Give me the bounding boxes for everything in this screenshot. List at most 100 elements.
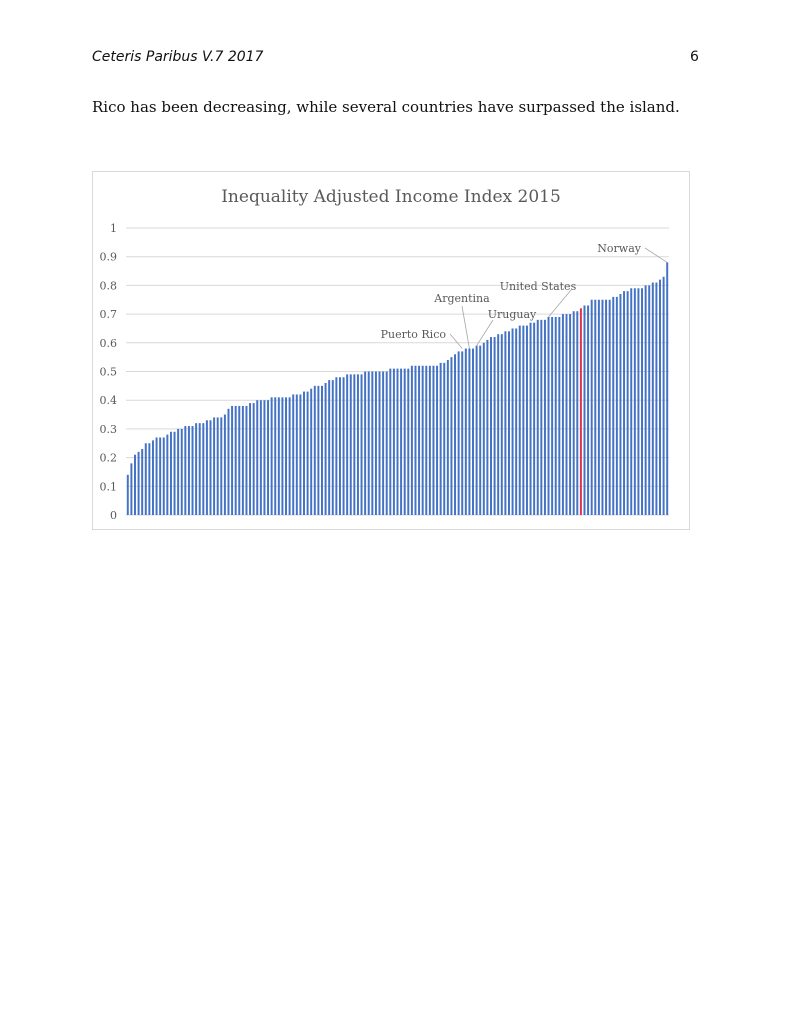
bar <box>641 288 644 515</box>
bar <box>558 316 561 515</box>
bar <box>554 316 557 515</box>
y-tick-label: 0.7 <box>100 308 118 321</box>
bar <box>342 377 345 515</box>
bar <box>162 437 165 515</box>
bar <box>407 368 410 515</box>
bar <box>490 337 492 515</box>
bar <box>382 371 385 515</box>
bar <box>353 374 356 515</box>
annotation-leader-united-states <box>548 289 572 318</box>
bar-chart: Inequality Adjusted Income Index 2015 0 0… <box>100 187 669 522</box>
bar <box>432 365 435 515</box>
bar <box>601 299 604 515</box>
bar <box>256 400 259 515</box>
annotation-label-puerto-rico: Puerto Rico <box>381 328 447 341</box>
bar <box>475 345 478 515</box>
bar <box>547 316 550 515</box>
bar <box>364 371 367 515</box>
bar <box>220 417 223 515</box>
bar <box>263 400 266 515</box>
bar <box>209 420 212 515</box>
bar <box>259 400 262 515</box>
bar <box>356 374 359 515</box>
bar <box>468 348 471 515</box>
bar <box>644 285 647 515</box>
y-tick-label: 0.8 <box>100 279 118 292</box>
bar <box>223 414 226 515</box>
bar <box>148 443 151 515</box>
y-tick-label: 0 <box>110 509 117 522</box>
bar <box>583 305 586 515</box>
bar <box>252 403 255 515</box>
bar <box>134 454 136 515</box>
bar <box>313 385 316 515</box>
bar <box>597 299 600 515</box>
bar <box>274 397 277 515</box>
annotation-leader-norway <box>644 247 668 263</box>
body-paragraph: Rico has been decreasing, while several … <box>92 98 680 116</box>
bar <box>486 339 489 515</box>
bar <box>507 331 510 515</box>
bar <box>414 365 417 515</box>
chart-container: Inequality Adjusted Income Index 2015 0 0… <box>92 171 690 530</box>
bar <box>655 282 658 515</box>
bar <box>306 391 309 515</box>
bar <box>482 342 485 515</box>
bar <box>241 405 244 515</box>
bar <box>504 331 507 515</box>
bar <box>587 305 590 515</box>
annotation-leader-puerto-rico <box>449 333 463 349</box>
bar <box>371 371 374 515</box>
bar <box>626 291 629 515</box>
bar <box>317 385 320 515</box>
bar <box>338 377 341 515</box>
bar <box>540 319 543 515</box>
bar <box>576 311 579 515</box>
bar <box>285 397 288 515</box>
bar <box>608 299 611 515</box>
bar <box>392 368 395 515</box>
bar <box>130 463 133 515</box>
y-tick-label: 1 <box>110 222 117 235</box>
bar <box>349 374 352 515</box>
y-tick-label: 0.3 <box>100 423 118 436</box>
annotation-leader-uruguay <box>476 319 494 346</box>
bar <box>169 431 172 515</box>
bar <box>648 285 651 515</box>
bar <box>565 314 568 515</box>
annotation-leader-argentina <box>461 305 470 349</box>
y-tick-label: 0.5 <box>100 366 118 379</box>
bar <box>443 362 446 515</box>
bar <box>590 299 593 515</box>
y-tick-label: 0.1 <box>100 480 118 493</box>
bar <box>666 262 669 515</box>
bar <box>151 440 154 515</box>
bar <box>155 437 158 515</box>
bar <box>281 397 284 515</box>
bar <box>662 276 665 515</box>
bar <box>396 368 399 515</box>
bar <box>572 311 575 515</box>
bar <box>615 296 618 515</box>
bar <box>385 371 388 515</box>
bar <box>141 448 144 515</box>
bar <box>177 428 180 515</box>
bar <box>479 345 482 515</box>
chart-title: Inequality Adjusted Income Index 2015 <box>221 187 561 207</box>
bar <box>166 434 169 515</box>
bar <box>400 368 403 515</box>
bar <box>500 334 503 515</box>
bar <box>173 431 176 515</box>
bar <box>551 316 554 515</box>
bar <box>202 423 205 515</box>
bar <box>659 279 661 515</box>
bar <box>619 294 622 515</box>
bar <box>288 397 291 515</box>
y-tick-label: 0.4 <box>100 394 118 407</box>
bar <box>569 314 572 515</box>
bar <box>428 365 431 515</box>
bar <box>410 365 413 515</box>
bar <box>299 394 302 515</box>
running-header-title: Ceteris Paribus V.7 2017 <box>92 49 264 65</box>
bar <box>267 400 270 515</box>
